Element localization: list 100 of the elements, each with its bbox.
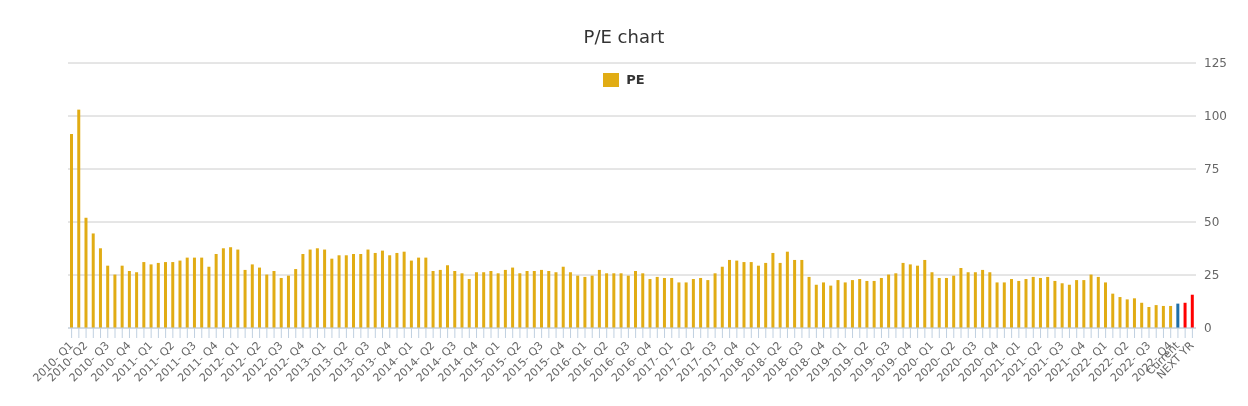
bar xyxy=(829,285,833,328)
bar xyxy=(532,270,536,328)
bar xyxy=(1125,299,1129,328)
bar xyxy=(489,270,493,328)
bar xyxy=(1024,279,1028,328)
bar xyxy=(879,277,883,328)
bar xyxy=(366,249,370,328)
bar xyxy=(221,248,225,328)
bar xyxy=(1010,279,1014,328)
bar xyxy=(250,264,254,328)
bar xyxy=(1111,293,1115,328)
bar xyxy=(1140,302,1144,328)
bar xyxy=(597,269,601,328)
bar xyxy=(323,249,327,328)
chart-title: P/E chart xyxy=(582,25,666,49)
bar xyxy=(106,265,110,328)
bar xyxy=(315,248,319,328)
bar xyxy=(1176,303,1180,328)
bar xyxy=(901,262,905,328)
bar xyxy=(229,247,233,328)
bar xyxy=(561,266,565,328)
bar xyxy=(453,270,457,328)
bar xyxy=(431,270,435,328)
bar xyxy=(171,262,175,328)
bar xyxy=(373,252,377,328)
bar xyxy=(547,270,551,328)
bar xyxy=(1031,276,1035,328)
bar xyxy=(923,259,927,328)
bar xyxy=(496,273,500,328)
bar xyxy=(1132,298,1136,328)
bar xyxy=(337,255,341,328)
bar xyxy=(474,272,478,328)
bar xyxy=(944,277,948,328)
bar xyxy=(966,272,970,328)
bar xyxy=(518,273,522,328)
bar xyxy=(438,269,442,328)
bar xyxy=(503,269,507,328)
bar xyxy=(612,273,616,328)
bar xyxy=(1161,305,1165,328)
bar xyxy=(576,275,580,328)
bar xyxy=(908,264,912,328)
bar xyxy=(113,274,117,328)
bar xyxy=(706,280,710,328)
legend-label: PE xyxy=(626,72,645,87)
bar xyxy=(858,279,862,328)
bar xyxy=(272,270,276,328)
bar xyxy=(467,279,471,328)
bar xyxy=(84,217,88,328)
bar xyxy=(482,272,486,328)
bar xyxy=(77,109,81,328)
bar xyxy=(670,277,674,328)
bar xyxy=(822,282,826,328)
bar xyxy=(142,262,146,328)
bar xyxy=(301,254,305,328)
bar xyxy=(98,248,102,328)
bar xyxy=(185,257,189,328)
bar xyxy=(583,276,587,328)
bar xyxy=(265,274,269,328)
bar xyxy=(1082,280,1086,328)
bar xyxy=(1096,276,1100,328)
bar xyxy=(952,275,956,328)
bar xyxy=(749,262,753,328)
bar xyxy=(207,266,211,328)
bar xyxy=(279,277,283,328)
bar xyxy=(192,257,196,328)
bar xyxy=(178,260,182,328)
bar xyxy=(395,252,399,328)
bar xyxy=(735,260,739,328)
y-tick-label: 75 xyxy=(1204,162,1220,177)
bar xyxy=(981,269,985,328)
bar xyxy=(214,254,218,328)
bar xyxy=(417,257,421,328)
bar xyxy=(973,272,977,328)
bar xyxy=(409,260,413,328)
bar xyxy=(728,259,732,328)
bar xyxy=(258,267,262,328)
y-tick-label: 25 xyxy=(1204,268,1220,283)
bar xyxy=(286,275,290,328)
bar xyxy=(568,272,572,328)
bar xyxy=(1118,297,1122,328)
bar xyxy=(540,269,544,328)
bar xyxy=(1075,280,1079,328)
bar xyxy=(1053,280,1057,328)
bar xyxy=(359,254,363,328)
bar xyxy=(887,274,891,328)
bar xyxy=(814,284,818,328)
bar xyxy=(850,280,854,328)
bar xyxy=(1169,305,1173,328)
bar xyxy=(634,270,638,328)
bar xyxy=(930,272,934,328)
bar xyxy=(988,272,992,328)
bar xyxy=(149,264,153,328)
bar xyxy=(1154,305,1158,328)
bar xyxy=(894,273,898,328)
bar xyxy=(677,282,681,328)
bar xyxy=(424,257,428,328)
bar xyxy=(200,257,204,328)
bar xyxy=(1067,284,1071,328)
bar xyxy=(800,259,804,328)
bar xyxy=(778,262,782,328)
